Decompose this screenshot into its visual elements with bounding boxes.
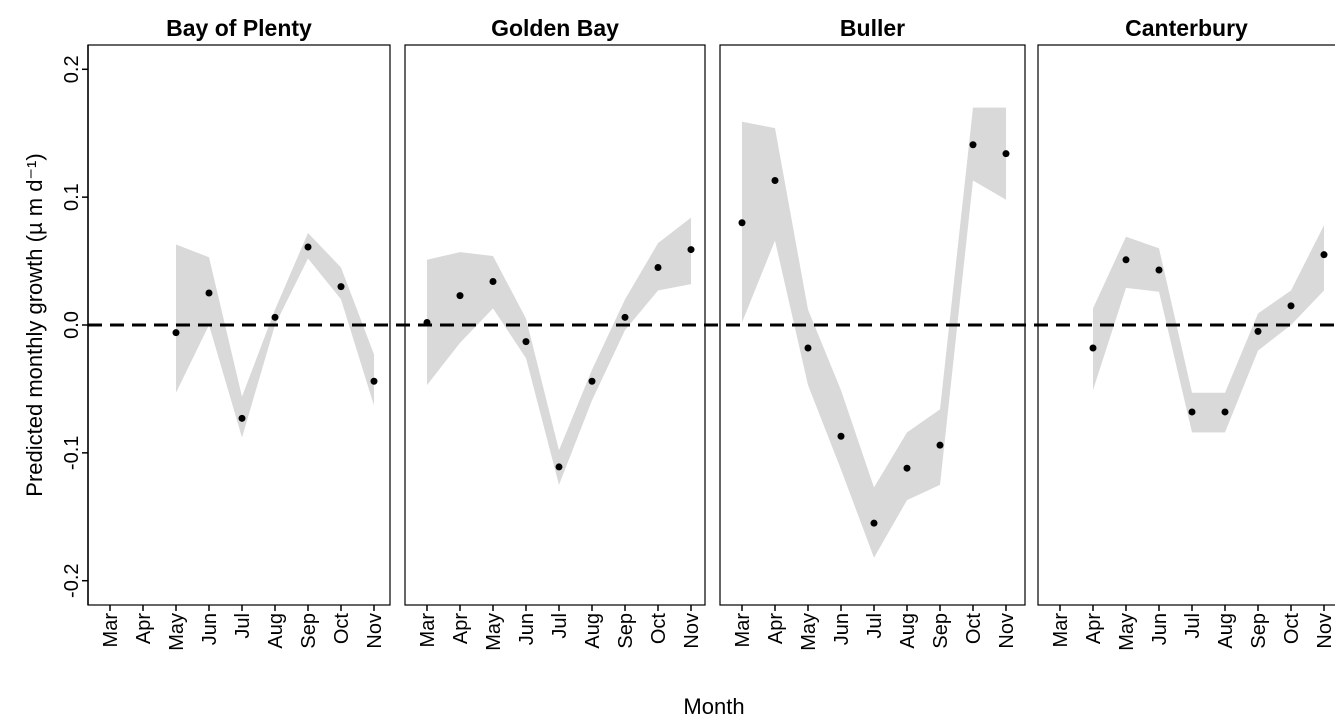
point <box>588 377 596 385</box>
x-tick-label: Aug <box>1215 613 1237 649</box>
x-tick-label: Mar <box>1050 613 1072 648</box>
point <box>1221 408 1229 416</box>
point <box>1155 266 1163 274</box>
x-tick-label: Mar <box>100 613 122 648</box>
point <box>205 289 213 297</box>
confidence-band <box>427 217 691 485</box>
x-tick-label: Oct <box>648 613 670 645</box>
x-tick-label: Jul <box>549 613 571 639</box>
x-tick-label: Sep <box>930 613 952 649</box>
point <box>654 263 662 271</box>
point <box>1188 408 1196 416</box>
confidence-band <box>742 107 1006 558</box>
point <box>687 246 695 254</box>
x-tick-label: Mar <box>732 613 754 648</box>
x-tick-label: Oct <box>331 613 353 645</box>
point <box>1002 150 1010 158</box>
y-axis-label: Predicted monthly growth (µ m d⁻¹) <box>22 153 47 496</box>
x-tick-label: Apr <box>765 613 787 644</box>
x-tick-label: May <box>798 613 820 651</box>
point <box>522 338 530 346</box>
point <box>621 313 629 321</box>
x-tick-label: May <box>1116 613 1138 651</box>
x-tick-label: Aug <box>582 613 604 649</box>
panel-title: Canterbury <box>1125 15 1248 41</box>
confidence-band <box>1093 225 1324 433</box>
x-tick-label: Oct <box>963 613 985 645</box>
point <box>903 464 911 472</box>
x-tick-label: Apr <box>133 613 155 644</box>
point <box>370 377 378 385</box>
point <box>1287 302 1295 310</box>
point <box>1320 251 1328 259</box>
x-tick-label: Aug <box>897 613 919 649</box>
x-tick-label: Apr <box>450 613 472 644</box>
point <box>304 243 312 251</box>
x-tick-label: Nov <box>364 613 386 649</box>
x-tick-label: Sep <box>1248 613 1270 649</box>
point <box>456 292 464 300</box>
y-tick-label: 0.2 <box>61 55 83 83</box>
x-tick-label: Jun <box>199 613 221 645</box>
x-tick-label: Jun <box>831 613 853 645</box>
point <box>337 283 345 291</box>
x-tick-label: Mar <box>417 613 439 648</box>
point <box>837 432 845 440</box>
x-tick-label: Aug <box>265 613 287 649</box>
x-tick-label: Nov <box>1314 613 1335 649</box>
x-tick-label: Nov <box>996 613 1018 649</box>
x-tick-label: Jun <box>516 613 538 645</box>
point <box>771 177 779 185</box>
x-tick-label: May <box>483 613 505 651</box>
x-tick-label: Oct <box>1281 613 1303 645</box>
point <box>969 141 977 149</box>
y-tick-label: 0.0 <box>61 311 83 339</box>
point <box>738 219 746 227</box>
x-tick-label: Apr <box>1083 613 1105 644</box>
y-tick-label: 0.1 <box>61 183 83 211</box>
x-tick-label: May <box>166 613 188 651</box>
x-tick-label: Jul <box>232 613 254 639</box>
point <box>1089 344 1097 352</box>
point <box>936 441 944 449</box>
x-tick-label: Jun <box>1149 613 1171 645</box>
panel-title: Golden Bay <box>491 15 619 41</box>
y-tick-label: -0.2 <box>61 563 83 597</box>
point <box>870 519 878 527</box>
x-tick-label: Jul <box>864 613 886 639</box>
point <box>489 278 497 286</box>
panel-title: Bay of Plenty <box>166 15 312 41</box>
x-tick-label: Sep <box>615 613 637 649</box>
x-tick-label: Nov <box>681 613 703 649</box>
y-tick-label: -0.1 <box>61 436 83 470</box>
point <box>172 329 180 337</box>
x-tick-label: Sep <box>298 613 320 649</box>
x-axis-label: Month <box>683 694 744 718</box>
panel-title: Buller <box>840 15 905 41</box>
point <box>1254 327 1262 335</box>
point <box>238 414 246 422</box>
x-tick-label: Jul <box>1182 613 1204 639</box>
point <box>271 313 279 321</box>
point <box>804 344 812 352</box>
confidence-band <box>176 232 374 438</box>
point <box>555 463 563 471</box>
point <box>1122 256 1130 264</box>
